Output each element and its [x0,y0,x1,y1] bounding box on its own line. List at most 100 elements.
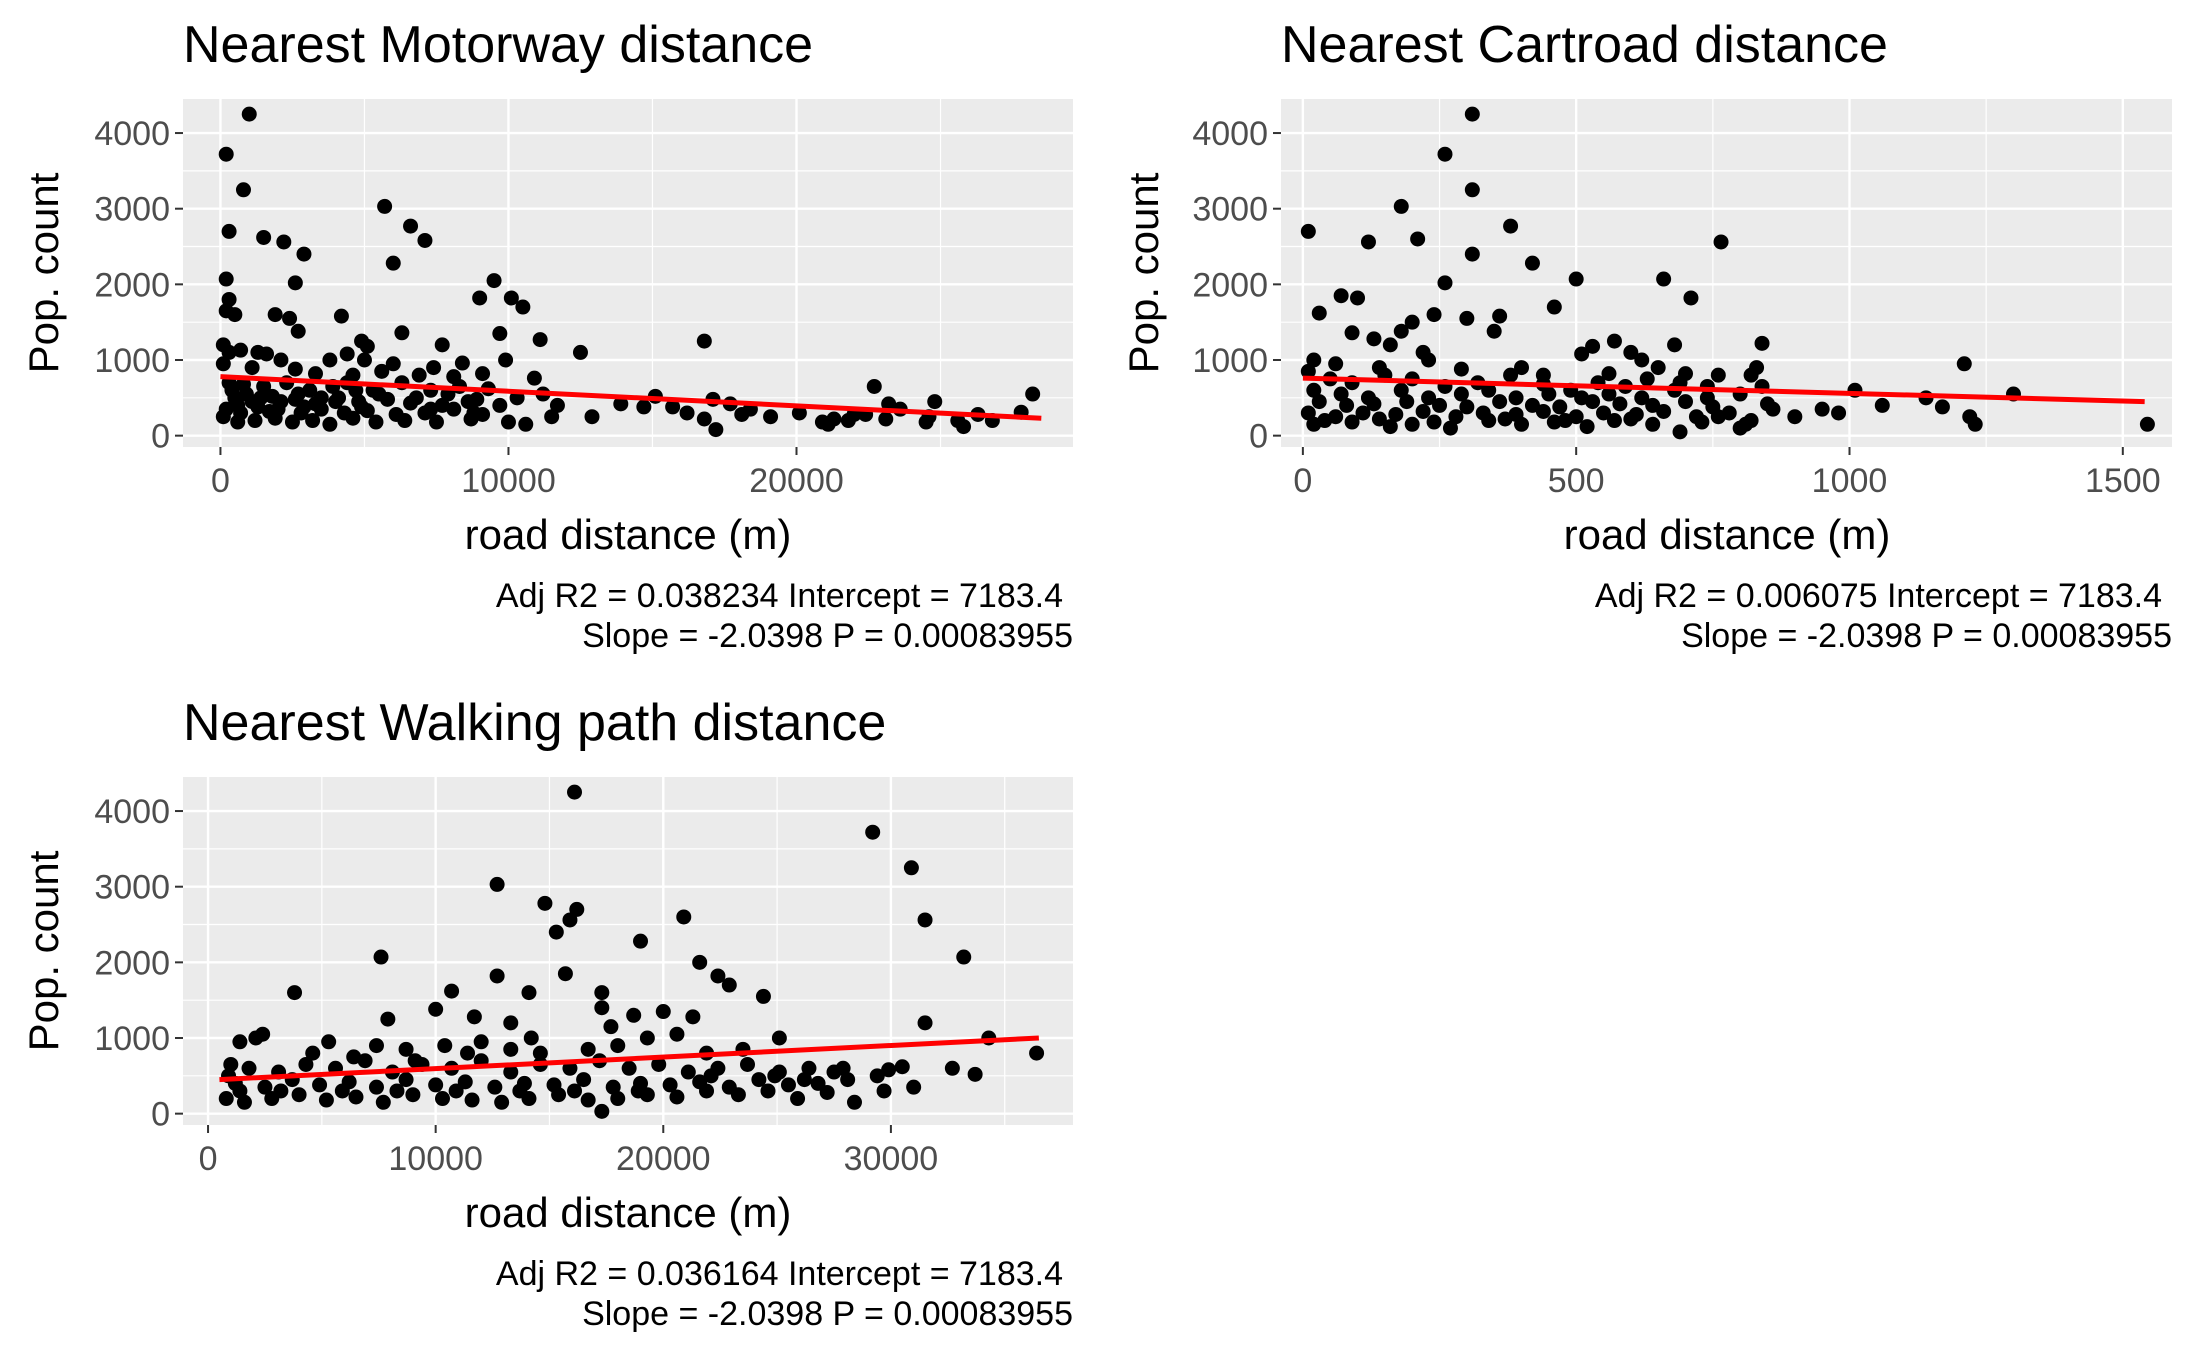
data-point [1360,234,1376,250]
data-point [1421,390,1437,406]
data-point [466,1009,482,1025]
data-point [385,255,401,271]
data-point [1738,416,1754,432]
data-point [594,1000,610,1016]
data-point [894,1059,910,1075]
data-point [820,416,836,432]
data-point [696,411,712,427]
data-point [321,1034,337,1050]
x-tick-label: 30000 [844,1140,939,1178]
data-point [434,1091,450,1107]
data-point [626,1007,642,1023]
data-point [423,401,439,417]
data-point [869,1068,885,1084]
y-tick-label: 3000 [1192,191,1268,229]
data-point [1639,371,1655,387]
data-point [259,346,275,362]
data-point [956,949,972,965]
x-tick-label: 0 [199,1140,218,1178]
data-point [333,308,349,324]
data-point [1606,333,1622,349]
data-point [235,182,251,198]
data-point [1393,323,1409,339]
x-tick-label: 10000 [461,462,556,500]
data-point [230,414,246,430]
data-point [523,1030,539,1046]
data-point [1546,414,1562,430]
y-tick-label: 0 [151,1096,170,1134]
data-point [307,366,323,382]
data-point [1421,352,1437,368]
data-point [215,356,231,372]
data-point [1382,337,1398,353]
data-point [1596,405,1612,421]
data-point [580,1092,596,1108]
data-point [267,307,283,323]
data-point [639,1030,655,1046]
data-point [1503,218,1519,234]
data-point [569,901,585,917]
chart-motorway: Nearest Motorway distance 0 10000 20000 0 10… [20,16,1073,655]
data-point [876,1083,892,1099]
data-point [1934,399,1950,415]
data-point [1344,325,1360,341]
caption-stats-line1: Adj R2 = 0.036164 Intercept = 7183.4 [496,1255,1063,1293]
data-point [669,1089,685,1105]
data-point [810,1075,826,1091]
data-point [1552,399,1568,415]
data-point [1486,323,1502,339]
data-point [385,356,401,372]
data-point [446,401,462,417]
data-point [1426,414,1442,430]
data-point [375,1094,391,1110]
data-point [1339,397,1355,413]
data-point [630,1083,646,1099]
data-point [368,414,384,430]
data-point [1623,411,1639,427]
data-point [454,355,470,371]
data-point [610,1091,626,1107]
y-axis-title: Pop. count [20,172,67,373]
data-point [1393,198,1409,214]
data-point [1453,386,1469,402]
data-point [1481,413,1497,429]
data-point [1350,290,1366,306]
data-point [1514,416,1530,432]
data-point [819,1084,835,1100]
data-point [740,1056,756,1072]
data-point [1333,386,1349,402]
x-tick-label: 1500 [2085,462,2161,500]
data-point [339,346,355,362]
data-point [371,386,387,402]
data-point [346,1049,362,1065]
data-point [248,1030,264,1046]
data-point [489,876,505,892]
data-point [296,246,312,262]
data-point [1029,1045,1045,1061]
data-point [1464,106,1480,122]
data-point [1492,394,1508,410]
data-point [967,1066,983,1082]
data-point [261,403,277,419]
y-axis-title: Pop. count [1120,172,1167,373]
data-point [1382,419,1398,435]
data-point [1404,416,1420,432]
data-point [334,1083,350,1099]
data-point [881,396,897,412]
data-point [1535,403,1551,419]
plot-panel [1281,99,2172,447]
data-point [464,1092,480,1108]
x-tick-label: 10000 [388,1140,483,1178]
data-point [241,106,257,122]
data-point [767,1068,783,1084]
data-point [562,912,578,928]
data-point [215,409,231,425]
data-point [835,1060,851,1076]
data-point [318,1092,334,1108]
data-point [256,378,272,394]
data-point [576,1072,592,1088]
data-point [1606,413,1622,429]
data-point [680,1064,696,1080]
data-point [1713,234,1729,250]
